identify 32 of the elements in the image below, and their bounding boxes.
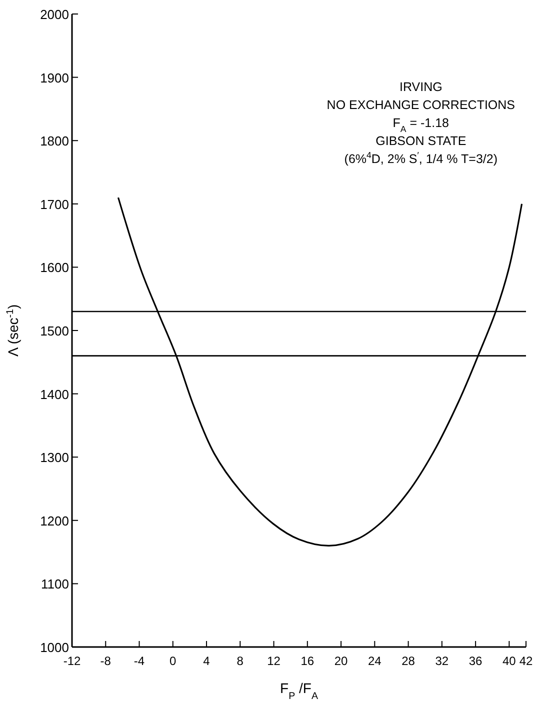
- annotation: (6%$^{4}$D, 2% S$^{′}$, 1/4 % T=3/2): [344, 150, 498, 166]
- y-tick-label: 1500: [40, 324, 69, 338]
- annotation: F$_{A}$ = -1.18: [392, 116, 450, 134]
- x-tick-label: 36: [468, 654, 483, 668]
- y-tick-label: 1000: [40, 640, 69, 655]
- x-axis-title: F$_{P}$ /F$_{A}$: [280, 680, 318, 702]
- annotation: NO EXCHANGE CORRECTIONS: [326, 98, 516, 112]
- y-tick-label: 1300: [40, 450, 69, 466]
- x-tick-label: 8: [236, 654, 244, 668]
- y-tick-label: 1200: [40, 513, 69, 528]
- x-tick-label: 32: [435, 654, 449, 668]
- x-tick-label: 20: [334, 654, 348, 668]
- x-tick-label: 40: [502, 654, 516, 668]
- x-tick-label: 28: [402, 654, 416, 668]
- x-tick-label: 42: [519, 654, 533, 668]
- x-tick-label: 0: [170, 654, 177, 668]
- y-tick-label: 1800: [40, 134, 69, 149]
- y-tick-label: 1600: [40, 260, 69, 276]
- x-tick-label: -12: [63, 654, 81, 668]
- y-tick-label: 1900: [40, 70, 69, 86]
- x-tick-label: -8: [100, 654, 112, 668]
- x-tick-label: 16: [300, 654, 314, 668]
- y-tick-label: 1700: [40, 196, 69, 212]
- y-tick-label: 1100: [41, 576, 69, 592]
- y-tick-label: 1400: [40, 386, 69, 402]
- x-tick-label: 4: [203, 654, 210, 668]
- x-tick-label: 12: [267, 654, 281, 668]
- y-tick-label: 2000: [40, 7, 69, 22]
- annotation: GIBSON STATE: [376, 134, 466, 148]
- x-tick-label: -4: [134, 654, 145, 668]
- annotation: IRVING: [399, 80, 442, 94]
- x-tick-label: 24: [368, 654, 382, 668]
